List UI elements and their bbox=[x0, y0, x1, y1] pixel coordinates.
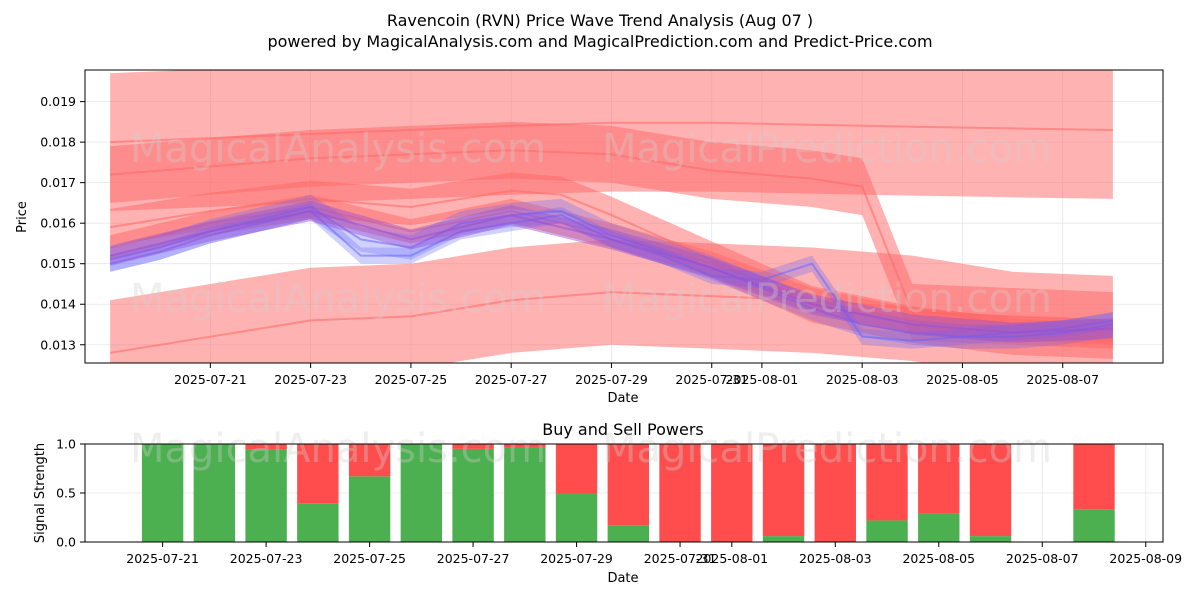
price-x-tick-label: 2025-08-07 bbox=[1026, 372, 1099, 387]
signal-x-tick-label: 2025-07-23 bbox=[230, 551, 303, 566]
watermark-analysis-mid: MagicalAnalysis.com bbox=[130, 276, 546, 322]
price-line-blue-5 bbox=[109, 205, 1114, 338]
sell-bar bbox=[711, 444, 753, 542]
sell-bar bbox=[866, 444, 908, 521]
price-y-axis-label: Price bbox=[15, 201, 30, 233]
chart-title: Ravencoin (RVN) Price Wave Trend Analysi… bbox=[387, 11, 813, 30]
sell-bar bbox=[555, 444, 598, 493]
chart-subtitle: powered by MagicalAnalysis.com and Magic… bbox=[267, 32, 932, 51]
price-panel: MagicalAnalysis.com MagicalPrediction.co… bbox=[15, 69, 1164, 406]
price-y-tick-label: 0.019 bbox=[40, 94, 76, 109]
signal-x-tick-label: 2025-07-21 bbox=[126, 551, 199, 566]
price-band-purple-7 bbox=[110, 200, 1113, 343]
price-x-tick-label: 2025-07-27 bbox=[475, 372, 548, 387]
watermark-prediction-mid: MagicalPrediction.com bbox=[602, 276, 1052, 322]
signal-x-tick-label: 2025-07-25 bbox=[333, 551, 406, 566]
sell-bar bbox=[918, 444, 960, 514]
signal-x-tick-label: 2025-07-27 bbox=[437, 551, 510, 566]
sell-bar bbox=[607, 444, 650, 526]
price-y-tick-label: 0.015 bbox=[40, 256, 76, 271]
signal-x-tick-label: 2025-08-03 bbox=[799, 551, 872, 566]
price-x-ticks: 2025-07-21 2025-07-23 2025-07-25 2025-07-27… bbox=[174, 363, 1099, 387]
signal-x-tick-label: 2025-08-05 bbox=[902, 551, 975, 566]
sell-bar bbox=[659, 444, 701, 542]
buy-bar bbox=[141, 444, 184, 542]
price-bands bbox=[109, 70, 1114, 363]
buy-bar bbox=[1073, 509, 1115, 542]
buy-bar bbox=[607, 525, 650, 542]
sell-bar bbox=[504, 444, 546, 448]
signal-x-ticks: 2025-07-21 2025-07-23 2025-07-25 2025-07-27… bbox=[126, 542, 1182, 566]
price-x-tick-label: 2025-07-23 bbox=[274, 372, 347, 387]
signal-y-tick-label: 0.0 bbox=[56, 535, 76, 550]
signal-panel: Buy and Sell Powers MagicalAnalysis.com … bbox=[33, 420, 1182, 586]
price-y-ticks: 0.013 0.014 0.015 0.016 0.017 0.018 0.019 bbox=[40, 94, 85, 352]
signal-y-tick-label: 1.0 bbox=[56, 437, 76, 452]
signal-y-ticks: 0.0 0.5 1.0 bbox=[56, 437, 85, 550]
signal-x-tick-label: 2025-07-29 bbox=[540, 551, 613, 566]
buy-bar bbox=[762, 536, 805, 542]
buy-bar bbox=[452, 448, 494, 542]
signal-x-tick-label: 2025-08-01 bbox=[695, 551, 768, 566]
price-y-tick-label: 0.014 bbox=[40, 297, 76, 312]
price-line-purple-7 bbox=[109, 209, 1113, 334]
price-y-tick-label: 0.017 bbox=[40, 175, 76, 190]
price-x-tick-label: 2025-08-01 bbox=[726, 372, 799, 387]
price-x-tick-label: 2025-07-31 bbox=[675, 372, 748, 387]
sell-bar bbox=[762, 444, 805, 537]
signal-x-tick-label: 2025-08-07 bbox=[1006, 551, 1079, 566]
price-x-tick-label: 2025-07-21 bbox=[174, 372, 247, 387]
buy-bar bbox=[297, 503, 339, 542]
price-y-tick-label: 0.018 bbox=[40, 135, 76, 150]
watermark-prediction-bottom: MagicalPrediction.com bbox=[602, 426, 1052, 472]
signal-bars bbox=[141, 444, 1115, 542]
price-x-axis-label: Date bbox=[607, 391, 638, 406]
buy-bar bbox=[918, 513, 960, 542]
buy-bar bbox=[866, 520, 908, 542]
price-x-tick-label: 2025-07-25 bbox=[375, 372, 448, 387]
sell-bar bbox=[245, 444, 287, 450]
buy-bar bbox=[193, 444, 236, 542]
signal-panel-title: Buy and Sell Powers bbox=[542, 420, 704, 439]
signal-x-axis-label: Date bbox=[607, 571, 638, 586]
price-x-tick-label: 2025-07-29 bbox=[575, 372, 648, 387]
sell-bar bbox=[1073, 444, 1115, 510]
price-band-blue-5 bbox=[110, 194, 1113, 349]
price-y-tick-label: 0.016 bbox=[40, 216, 76, 231]
buy-bar bbox=[969, 536, 1012, 542]
signal-x-tick-label: 2025-07-31 bbox=[644, 551, 717, 566]
sell-bar bbox=[452, 444, 494, 449]
watermark-analysis-bottom: MagicalAnalysis.com bbox=[130, 426, 546, 472]
sell-bar bbox=[814, 444, 856, 542]
price-y-tick-label: 0.013 bbox=[40, 337, 76, 352]
sell-bar bbox=[297, 444, 339, 504]
price-x-tick-label: 2025-08-05 bbox=[926, 372, 999, 387]
sell-bar bbox=[969, 444, 1012, 537]
price-plot-frame bbox=[84, 69, 1164, 364]
watermark-prediction-top: MagicalPrediction.com bbox=[602, 126, 1052, 172]
signal-y-axis-label: Signal Strength bbox=[33, 443, 48, 543]
price-band-red-4 bbox=[110, 194, 1113, 345]
buy-bar bbox=[245, 449, 287, 542]
buy-bar bbox=[348, 476, 391, 542]
buy-bar bbox=[555, 493, 598, 542]
buy-bar bbox=[504, 447, 546, 542]
signal-y-tick-label: 0.5 bbox=[56, 486, 76, 501]
signal-x-tick-label: 2025-08-09 bbox=[1109, 551, 1182, 566]
price-x-tick-label: 2025-08-03 bbox=[826, 372, 899, 387]
price-band-red-1 bbox=[110, 121, 1113, 349]
price-band-blue-6 bbox=[110, 202, 1113, 349]
sell-bar bbox=[348, 444, 391, 477]
buy-bar bbox=[400, 444, 443, 542]
watermark-analysis-top: MagicalAnalysis.com bbox=[130, 126, 546, 172]
